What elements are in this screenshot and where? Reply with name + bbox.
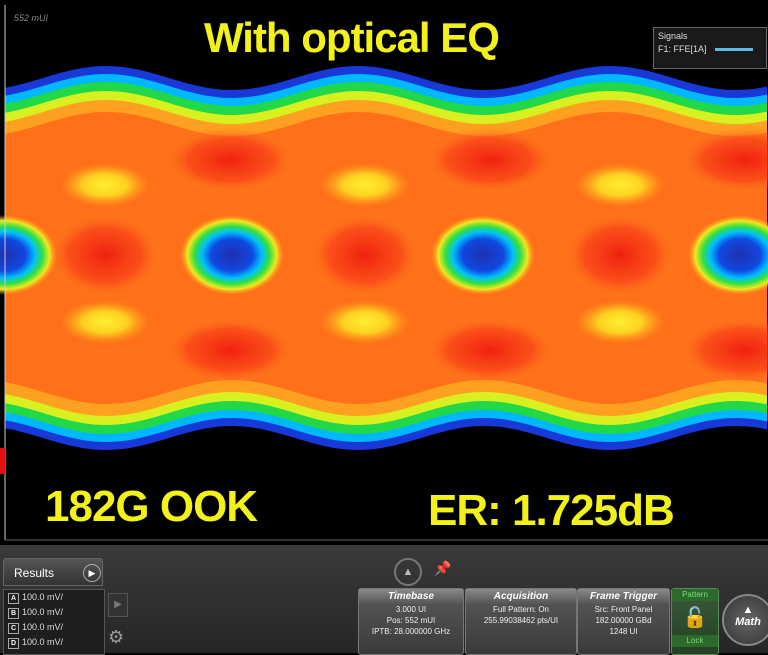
channel-scale: 100.0 mV/ <box>22 637 64 647</box>
channel-row[interactable]: B 100.0 mV/ <box>4 605 104 620</box>
channel-row[interactable]: A 100.0 mV/ <box>4 590 104 605</box>
signals-legend: Signals F1: FFE[1A] <box>653 27 767 69</box>
panel-line: Src: Front Panel <box>594 605 653 614</box>
scroll-button[interactable]: ▶ <box>108 593 128 617</box>
eye-shape <box>180 215 284 295</box>
eye-shape <box>60 300 150 344</box>
channel-scale: 100.0 mV/ <box>22 607 64 617</box>
panel-line: 182.00000 GBd <box>595 616 652 625</box>
eye-shape <box>0 215 57 295</box>
lock-label: Lock <box>672 635 718 647</box>
panel-title: Acquisition <box>466 589 576 604</box>
panel-title: Timebase <box>359 589 463 604</box>
legend-entry: F1: FFE[1A] <box>654 44 766 54</box>
math-button[interactable]: ▲ Math <box>722 594 768 646</box>
channel-id: D <box>8 638 19 649</box>
panel-line: 3.000 UI <box>395 605 427 614</box>
setting-panel[interactable]: Acquisition Full Pattern: On 255.99038462 … <box>465 588 577 655</box>
expand-button[interactable]: ▲ <box>394 558 422 586</box>
eye-shape <box>688 215 768 295</box>
eye-shape <box>160 315 300 385</box>
eye-shape <box>431 215 535 295</box>
panel-title: Frame Trigger <box>578 589 669 604</box>
legend-title: Signals <box>658 31 688 41</box>
panel-line: Full Pattern: On <box>492 605 550 614</box>
channel-scale: 100.0 mV/ <box>22 622 64 632</box>
left-label: 182G OOK <box>45 482 258 531</box>
eye-shape <box>320 300 410 344</box>
channel-id: B <box>8 608 19 619</box>
channel-row[interactable]: C 100.0 mV/ <box>4 620 104 635</box>
pattern-label: Pattern <box>672 589 718 601</box>
legend-label: F1: FFE[1A] <box>658 44 707 54</box>
eye-shape <box>560 210 680 300</box>
channel-list: A 100.0 mV/B 100.0 mV/C 100.0 mV/D 100.0 mV/ <box>3 589 105 655</box>
pattern-lock[interactable]: Pattern 🔓 Lock <box>671 588 719 655</box>
setting-panel[interactable]: Timebase 3.000 UI Pos: 552 mUI IPTB: 28.000… <box>358 588 464 655</box>
eye-shape <box>60 163 150 207</box>
channel-scale: 100.0 mV/ <box>22 592 64 602</box>
panel-line: Pos: 552 mUI <box>386 616 436 625</box>
channel-id: C <box>8 623 19 634</box>
eye-shape <box>420 315 560 385</box>
channel-row[interactable]: D 100.0 mV/ <box>4 635 104 650</box>
position-marker: 552 mUI <box>14 13 49 23</box>
right-label: ER: 1.725dB <box>428 486 675 535</box>
title: With optical EQ <box>204 14 500 61</box>
eye-shape <box>320 163 410 207</box>
panel-line: 255.99038462 pts/UI <box>483 616 559 625</box>
eye-shape <box>575 300 665 344</box>
channel-id: A <box>8 593 19 604</box>
settings-icon[interactable]: ⚙ <box>108 627 125 647</box>
results-title: Results <box>14 566 55 580</box>
eye-shape <box>160 125 300 195</box>
eye-display <box>0 5 768 541</box>
eye-shape <box>45 210 165 300</box>
results-tab[interactable]: Results ▶ <box>3 558 103 586</box>
math-label: Math <box>735 616 761 628</box>
eye-shape <box>420 125 560 195</box>
eye-shape <box>575 163 665 207</box>
pin-icon[interactable]: 📌 <box>434 560 452 576</box>
panel-line: IPTB: 28.000000 GHz <box>371 627 451 636</box>
eye-shape <box>675 125 768 195</box>
eye-shape <box>675 315 768 385</box>
setting-panel[interactable]: Frame Trigger Src: Front Panel 182.00000 G… <box>577 588 670 655</box>
panel-line: 1248 UI <box>609 627 638 636</box>
eye-shape <box>305 210 425 300</box>
